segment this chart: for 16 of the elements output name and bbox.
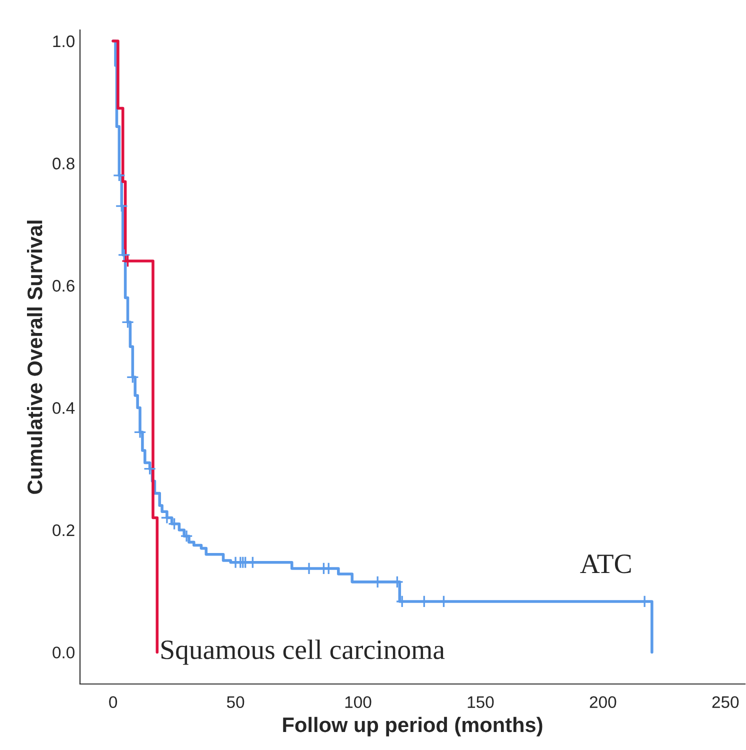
y-axis-title: Cumulative Overall Survival xyxy=(26,220,42,494)
x-tick-label: 150 xyxy=(468,696,494,708)
y-tick-label: 0.0 xyxy=(52,646,74,658)
y-tick-label: 0.8 xyxy=(52,158,74,170)
x-tick-label: 100 xyxy=(345,696,372,708)
y-tick-label: 0.2 xyxy=(52,524,74,536)
series-label: Squamous cell carcinoma xyxy=(161,640,445,665)
x-tick-label: 0 xyxy=(109,696,118,708)
x-tick-label: 250 xyxy=(712,696,739,708)
x-axis-title: Follow up period (months) xyxy=(283,716,542,736)
series-label: ATC xyxy=(580,554,631,574)
y-tick-label: 1.0 xyxy=(53,35,74,48)
x-tick-label: 50 xyxy=(226,696,244,708)
y-tick-label: 0.6 xyxy=(52,280,74,292)
x-tick-label: 200 xyxy=(590,696,616,708)
y-tick-label: 0.4 xyxy=(52,402,75,414)
